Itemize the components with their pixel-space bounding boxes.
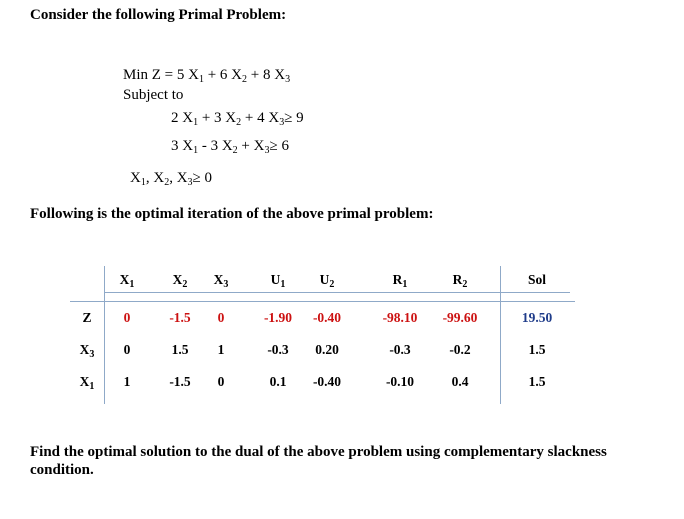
- subject-to-label: Subject to: [123, 87, 184, 103]
- table-cell: -0.2: [449, 342, 471, 357]
- table-cell: -0.3: [389, 342, 411, 357]
- table-cell: -0.40: [312, 374, 342, 389]
- table-cell: 0: [123, 310, 131, 325]
- table-cell: -98.10: [382, 310, 418, 325]
- table-cell: -1.5: [169, 374, 191, 389]
- question-line-2: condition.: [30, 462, 94, 478]
- label-column-divider: [104, 266, 105, 404]
- constraint-2: 3 X1 - 3 X2 + X3≥ 6: [171, 138, 289, 156]
- row-label-x3: X3: [79, 342, 95, 360]
- table-cell: 0.1: [269, 374, 287, 389]
- z-row-top-divider: [70, 301, 575, 302]
- header-x1: X1: [119, 272, 135, 290]
- table-cell: -0.40: [312, 310, 342, 325]
- table-cell: 0.4: [451, 374, 469, 389]
- table-cell: -1.5: [169, 310, 191, 325]
- header-r1: R1: [392, 272, 408, 290]
- heading: Consider the following Primal Problem:: [30, 7, 287, 23]
- row-label-x1: X1: [79, 374, 95, 392]
- table-cell: 1: [217, 342, 225, 357]
- table-cell: 0: [217, 374, 225, 389]
- table-cell: -1.90: [263, 310, 293, 325]
- constraint-1: 2 X1 + 3 X2 + 4 X3≥ 9: [171, 110, 304, 128]
- table-cell: -0.3: [267, 342, 289, 357]
- header-u2: U2: [319, 272, 335, 290]
- table-cell: 1: [123, 374, 131, 389]
- header-x2: X2: [172, 272, 188, 290]
- header-divider: [104, 292, 570, 293]
- header-sol: Sol: [527, 272, 546, 287]
- question-line-1: Find the optimal solution to the dual of…: [30, 444, 607, 460]
- header-r2: R2: [452, 272, 468, 290]
- following-text: Following is the optimal iteration of th…: [30, 206, 434, 222]
- non-negativity-constraint: X1, X2, X3≥ 0: [130, 170, 213, 188]
- table-cell: -0.10: [385, 374, 415, 389]
- header-x3: X3: [213, 272, 229, 290]
- objective-function: Min Z = 5 X1 + 6 X2 + 8 X3: [123, 67, 291, 85]
- row-label-z: Z: [82, 310, 92, 325]
- table-cell: 0: [217, 310, 225, 325]
- table-cell: 1.5: [528, 374, 546, 389]
- table-cell-solution-z: 19.50: [521, 310, 553, 325]
- table-cell: -99.60: [442, 310, 478, 325]
- solution-column-divider: [500, 266, 501, 404]
- header-u1: U1: [270, 272, 286, 290]
- table-cell: 1.5: [528, 342, 546, 357]
- table-cell: 0: [123, 342, 131, 357]
- table-cell: 0.20: [315, 342, 339, 357]
- table-cell: 1.5: [171, 342, 189, 357]
- simplex-table: X1 X2 X3 U1 U2 R1 R2 Sol Z 0 -1.5 0 -1.9…: [70, 264, 575, 404]
